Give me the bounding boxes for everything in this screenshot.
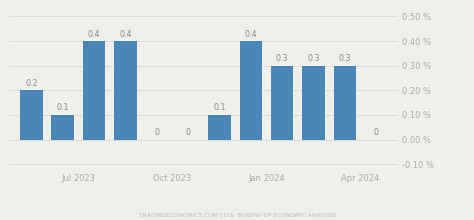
Bar xyxy=(83,41,105,139)
Text: 0.3: 0.3 xyxy=(338,54,351,63)
Bar xyxy=(208,115,231,139)
Text: 0: 0 xyxy=(155,128,159,137)
Text: 0: 0 xyxy=(186,128,191,137)
Text: 0.1: 0.1 xyxy=(213,103,226,112)
Text: 0.4: 0.4 xyxy=(119,30,132,39)
Text: 0.3: 0.3 xyxy=(276,54,289,63)
Text: 0.4: 0.4 xyxy=(245,30,257,39)
Bar xyxy=(334,66,356,139)
Bar xyxy=(239,41,262,139)
Text: 0.3: 0.3 xyxy=(307,54,320,63)
Text: 0.2: 0.2 xyxy=(25,79,38,88)
Text: 0.1: 0.1 xyxy=(56,103,69,112)
Bar xyxy=(52,115,74,139)
Text: 0: 0 xyxy=(374,128,379,137)
Text: 0.4: 0.4 xyxy=(88,30,100,39)
Bar xyxy=(271,66,293,139)
Text: TRADINGECONOMICS.COM | U.S. BUREAU OF ECONOMIC ANALYSIS: TRADINGECONOMICS.COM | U.S. BUREAU OF EC… xyxy=(138,212,336,218)
Bar xyxy=(302,66,325,139)
Bar xyxy=(114,41,137,139)
Bar xyxy=(20,90,43,139)
